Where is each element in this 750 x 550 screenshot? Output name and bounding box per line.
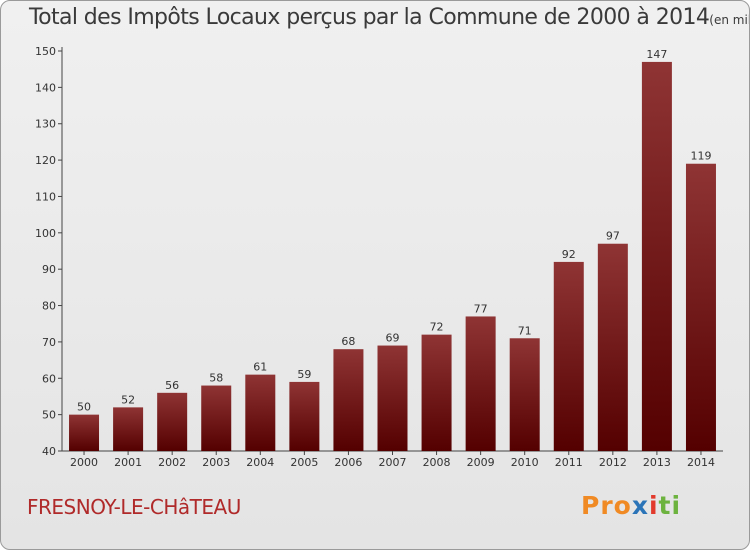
- x-tick-label: 2010: [511, 456, 539, 469]
- logo-part-4: ti: [658, 491, 682, 520]
- logo-part-1: Pro: [581, 491, 632, 520]
- bar: [113, 407, 144, 451]
- proxiti-logo[interactable]: Proxiti: [581, 491, 681, 520]
- bar-value-label: 50: [77, 401, 91, 414]
- bar: [157, 392, 188, 451]
- x-tick-label: 2005: [290, 456, 318, 469]
- y-tick-label: 100: [35, 227, 56, 240]
- x-tick-label: 2009: [467, 456, 495, 469]
- bar-value-label: 147: [646, 48, 667, 61]
- commune-name: FRESNOY-LE-CHâTEAU: [27, 495, 241, 519]
- bar: [245, 374, 276, 451]
- x-tick-label: 2006: [334, 456, 362, 469]
- bar: [289, 381, 320, 451]
- bar: [597, 243, 628, 451]
- logo-part-3: i: [648, 491, 659, 520]
- x-tick-label: 2014: [687, 456, 715, 469]
- bar-value-label: 119: [690, 150, 711, 163]
- x-tick-label: 2007: [379, 456, 407, 469]
- bar-value-label: 71: [518, 324, 532, 337]
- chart-unit: (en milliers d'€): [709, 13, 749, 27]
- bar-value-label: 68: [341, 335, 355, 348]
- bar-value-label: 58: [209, 372, 223, 385]
- y-tick-label: 90: [42, 263, 56, 276]
- bar-value-label: 92: [562, 248, 576, 261]
- x-tick-label: 2004: [246, 456, 274, 469]
- bar: [509, 338, 540, 451]
- y-tick-label: 120: [35, 154, 56, 167]
- y-tick-label: 50: [42, 409, 56, 422]
- y-tick-label: 110: [35, 190, 56, 203]
- bar-value-label: 59: [297, 368, 311, 381]
- bar-value-label: 69: [386, 332, 400, 345]
- bar: [465, 316, 496, 451]
- bar-value-label: 97: [606, 230, 620, 243]
- y-tick-label: 150: [35, 45, 56, 58]
- bar-value-label: 56: [165, 379, 179, 392]
- bar: [421, 334, 452, 451]
- logo-part-2: x: [631, 491, 649, 520]
- chart-title-text: Total des Impôts Locaux perçus par la Co…: [29, 5, 710, 30]
- y-tick-label: 40: [42, 445, 56, 458]
- x-tick-label: 2000: [70, 456, 98, 469]
- bar: [377, 345, 408, 451]
- bar-value-label: 77: [474, 302, 488, 315]
- x-tick-label: 2011: [555, 456, 583, 469]
- x-tick-label: 2002: [158, 456, 186, 469]
- x-tick-label: 2012: [599, 456, 627, 469]
- x-tick-label: 2001: [114, 456, 142, 469]
- y-tick-label: 130: [35, 118, 56, 131]
- bar-value-label: 52: [121, 393, 135, 406]
- bar: [641, 61, 672, 452]
- bar: [201, 385, 232, 451]
- x-tick-label: 2008: [423, 456, 451, 469]
- x-tick-label: 2003: [202, 456, 230, 469]
- y-tick-label: 140: [35, 81, 56, 94]
- bar-value-label: 72: [430, 321, 444, 334]
- chart-title: Total des Impôts Locaux perçus par la Co…: [29, 5, 749, 30]
- y-tick-label: 60: [42, 372, 56, 385]
- bar: [333, 349, 364, 451]
- y-tick-label: 80: [42, 300, 56, 313]
- bar: [685, 163, 716, 451]
- x-tick-label: 2013: [643, 456, 671, 469]
- bar: [553, 261, 584, 451]
- bar: [69, 414, 100, 451]
- bar-value-label: 61: [253, 361, 267, 374]
- y-tick-label: 70: [42, 336, 56, 349]
